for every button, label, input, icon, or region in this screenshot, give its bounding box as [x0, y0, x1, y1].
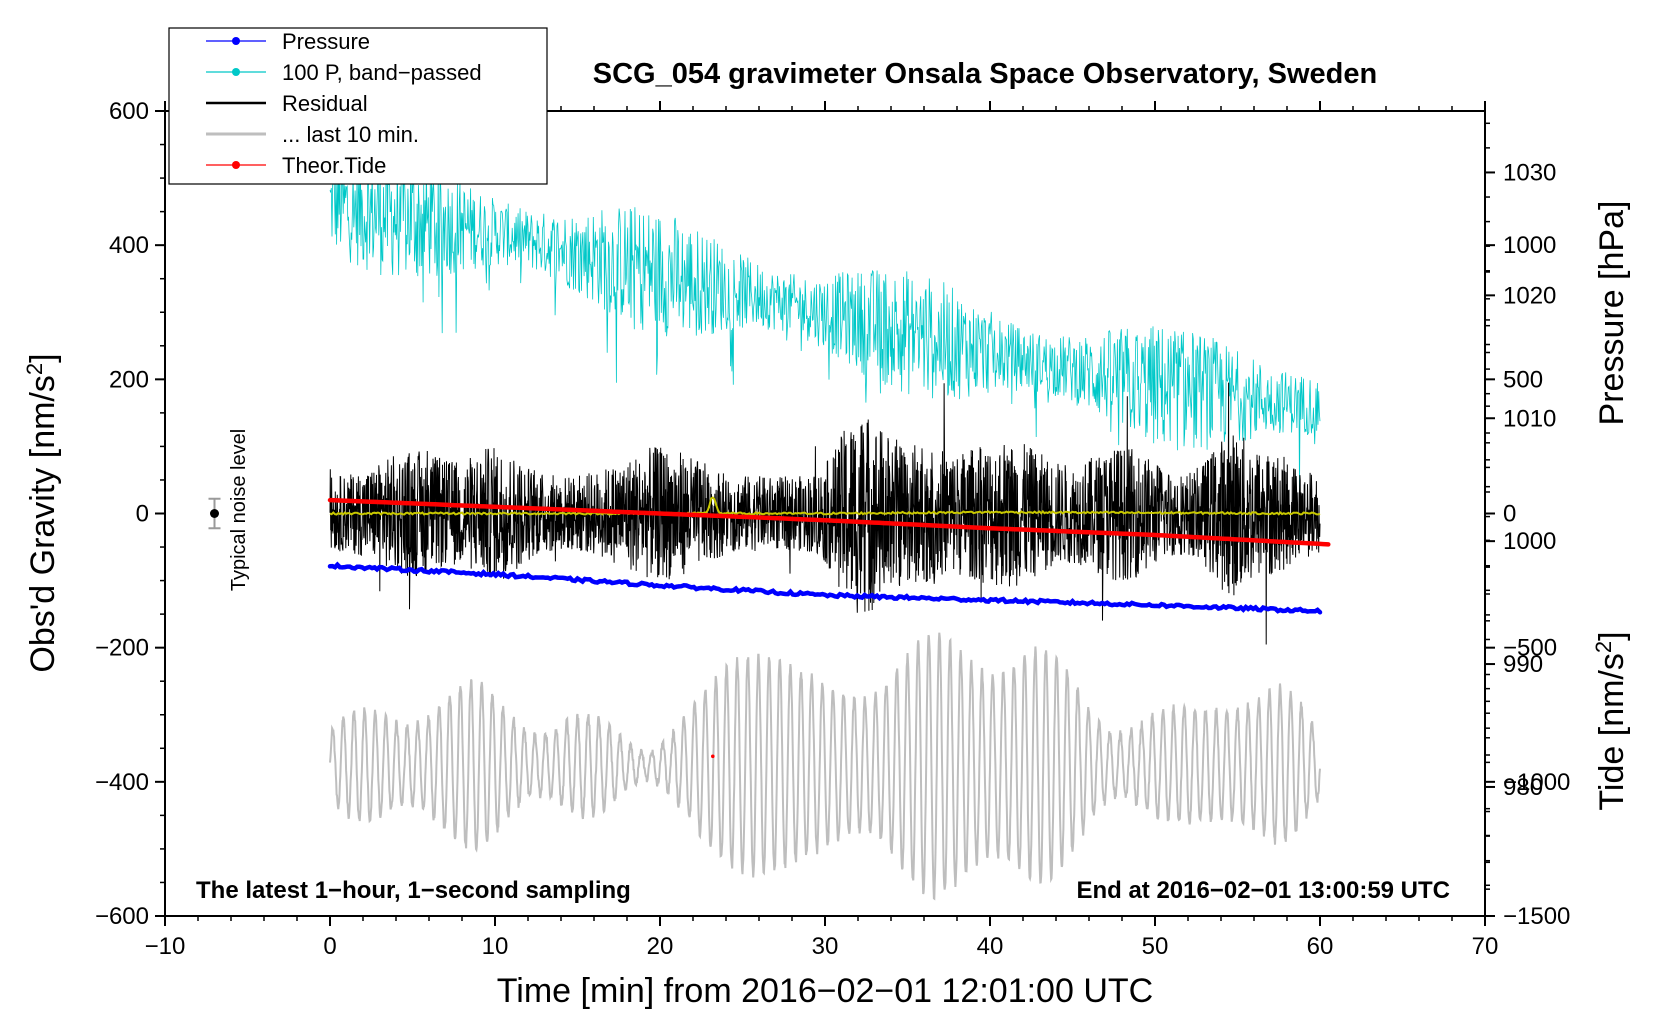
y-axis-label-tide-close: ]: [1593, 631, 1631, 640]
y-tick-label: 600: [109, 98, 149, 125]
tide-tick-label: −500: [1503, 635, 1557, 662]
annotation-sampling: The latest 1−hour, 1−second sampling: [196, 877, 631, 904]
x-tick-label: 10: [482, 933, 509, 960]
noise-label: Typical noise level: [228, 429, 250, 591]
legend-marker: [232, 68, 240, 76]
pressure-tick-label: 990: [1503, 651, 1543, 678]
pressure-tick-label: 1030: [1503, 159, 1556, 186]
y-axis-label-tide: Tide [nm/s2]: [1591, 631, 1632, 810]
pressure-tick-label: 1010: [1503, 405, 1556, 432]
y-axis-label-left-sup: 2: [22, 363, 47, 375]
legend-label: Residual: [282, 91, 368, 116]
x-tick-label: −10: [145, 933, 186, 960]
tide-tick-label: −1500: [1503, 903, 1570, 930]
noise-indicator: Typical noise level: [208, 429, 250, 591]
x-tick-label: 20: [647, 933, 674, 960]
x-tick-label: 0: [323, 933, 336, 960]
noise-marker: [210, 509, 219, 518]
legend-label: Pressure: [282, 29, 370, 54]
legend-label: 100 P, band−passed: [282, 60, 482, 85]
y-tick-label: −200: [95, 635, 149, 662]
legend-item-residual: Residual: [206, 91, 368, 116]
x-tick-label: 60: [1307, 933, 1334, 960]
series-theoretical-tide: [327, 497, 1331, 547]
series-last-10-min: [329, 632, 1321, 901]
legend-box: [168, 27, 548, 185]
pressure-tick-label: 980: [1503, 774, 1543, 801]
x-tick-label: 40: [977, 933, 1004, 960]
chart-title: SCG_054 gravimeter Onsala Space Observat…: [593, 58, 1377, 90]
y-axis-label-tide-sup: 2: [1591, 641, 1616, 653]
legend-item-100-p-band-passed: 100 P, band−passed: [206, 60, 482, 85]
y-axis-label-left: Obs'd Gravity [nm/s2]: [22, 353, 63, 672]
tide-tick-label: −1000: [1503, 769, 1570, 796]
pressure-tick-label: 1020: [1503, 282, 1556, 309]
y-tick-label: 0: [136, 501, 149, 528]
series-bandpassed-pressure: [329, 152, 1321, 495]
tide-tick-label: 0: [1503, 501, 1516, 528]
x-tick-label: 30: [812, 933, 839, 960]
legend: Pressure 100 P, band−passed Residual ... la…: [168, 27, 548, 185]
legend-item-pressure: Pressure: [206, 29, 370, 54]
y-axis-label-left-text: Obs'd Gravity [nm/s: [24, 375, 62, 672]
legend-marker: [232, 161, 240, 169]
y-axis-label-tide-text: Tide [nm/s: [1593, 653, 1631, 810]
ticks-layer: −10 0 10 20 30 40 50 60 70−600−400−2000200400600…: [95, 98, 1570, 960]
series-smoothed: [329, 496, 1321, 516]
tide-outlier-point: [711, 754, 715, 759]
data-layer: [327, 152, 1331, 901]
legend-label: Theor.Tide: [282, 153, 386, 178]
legend-marker: [232, 37, 240, 45]
series-residual: [329, 382, 1321, 645]
y-tick-label: −400: [95, 769, 149, 796]
legend-item-theor-tide: Theor.Tide: [206, 153, 386, 178]
legend-label: ... last 10 min.: [282, 122, 419, 147]
tide-tick-label: 1000: [1503, 232, 1556, 259]
y-tick-label: 200: [109, 366, 149, 393]
x-tick-label: 70: [1472, 933, 1499, 960]
series-pressure: [327, 561, 1323, 615]
x-tick-label: 50: [1142, 933, 1169, 960]
y-tick-label: 400: [109, 232, 149, 259]
y-axis-label-pressure: Pressure [hPa]: [1593, 201, 1631, 426]
legend-item-last-10-min: ... last 10 min.: [206, 122, 419, 147]
annotation-end-time: End at 2016−02−01 13:00:59 UTC: [1076, 877, 1450, 904]
tide-tick-label: 500: [1503, 366, 1543, 393]
y-axis-label-left-close: ]: [24, 353, 62, 362]
x-axis-label: Time [min] from 2016−02−01 12:01:00 UTC: [497, 972, 1153, 1010]
pressure-tick-label: 1000: [1503, 528, 1556, 555]
y-tick-label: −600: [95, 903, 149, 930]
